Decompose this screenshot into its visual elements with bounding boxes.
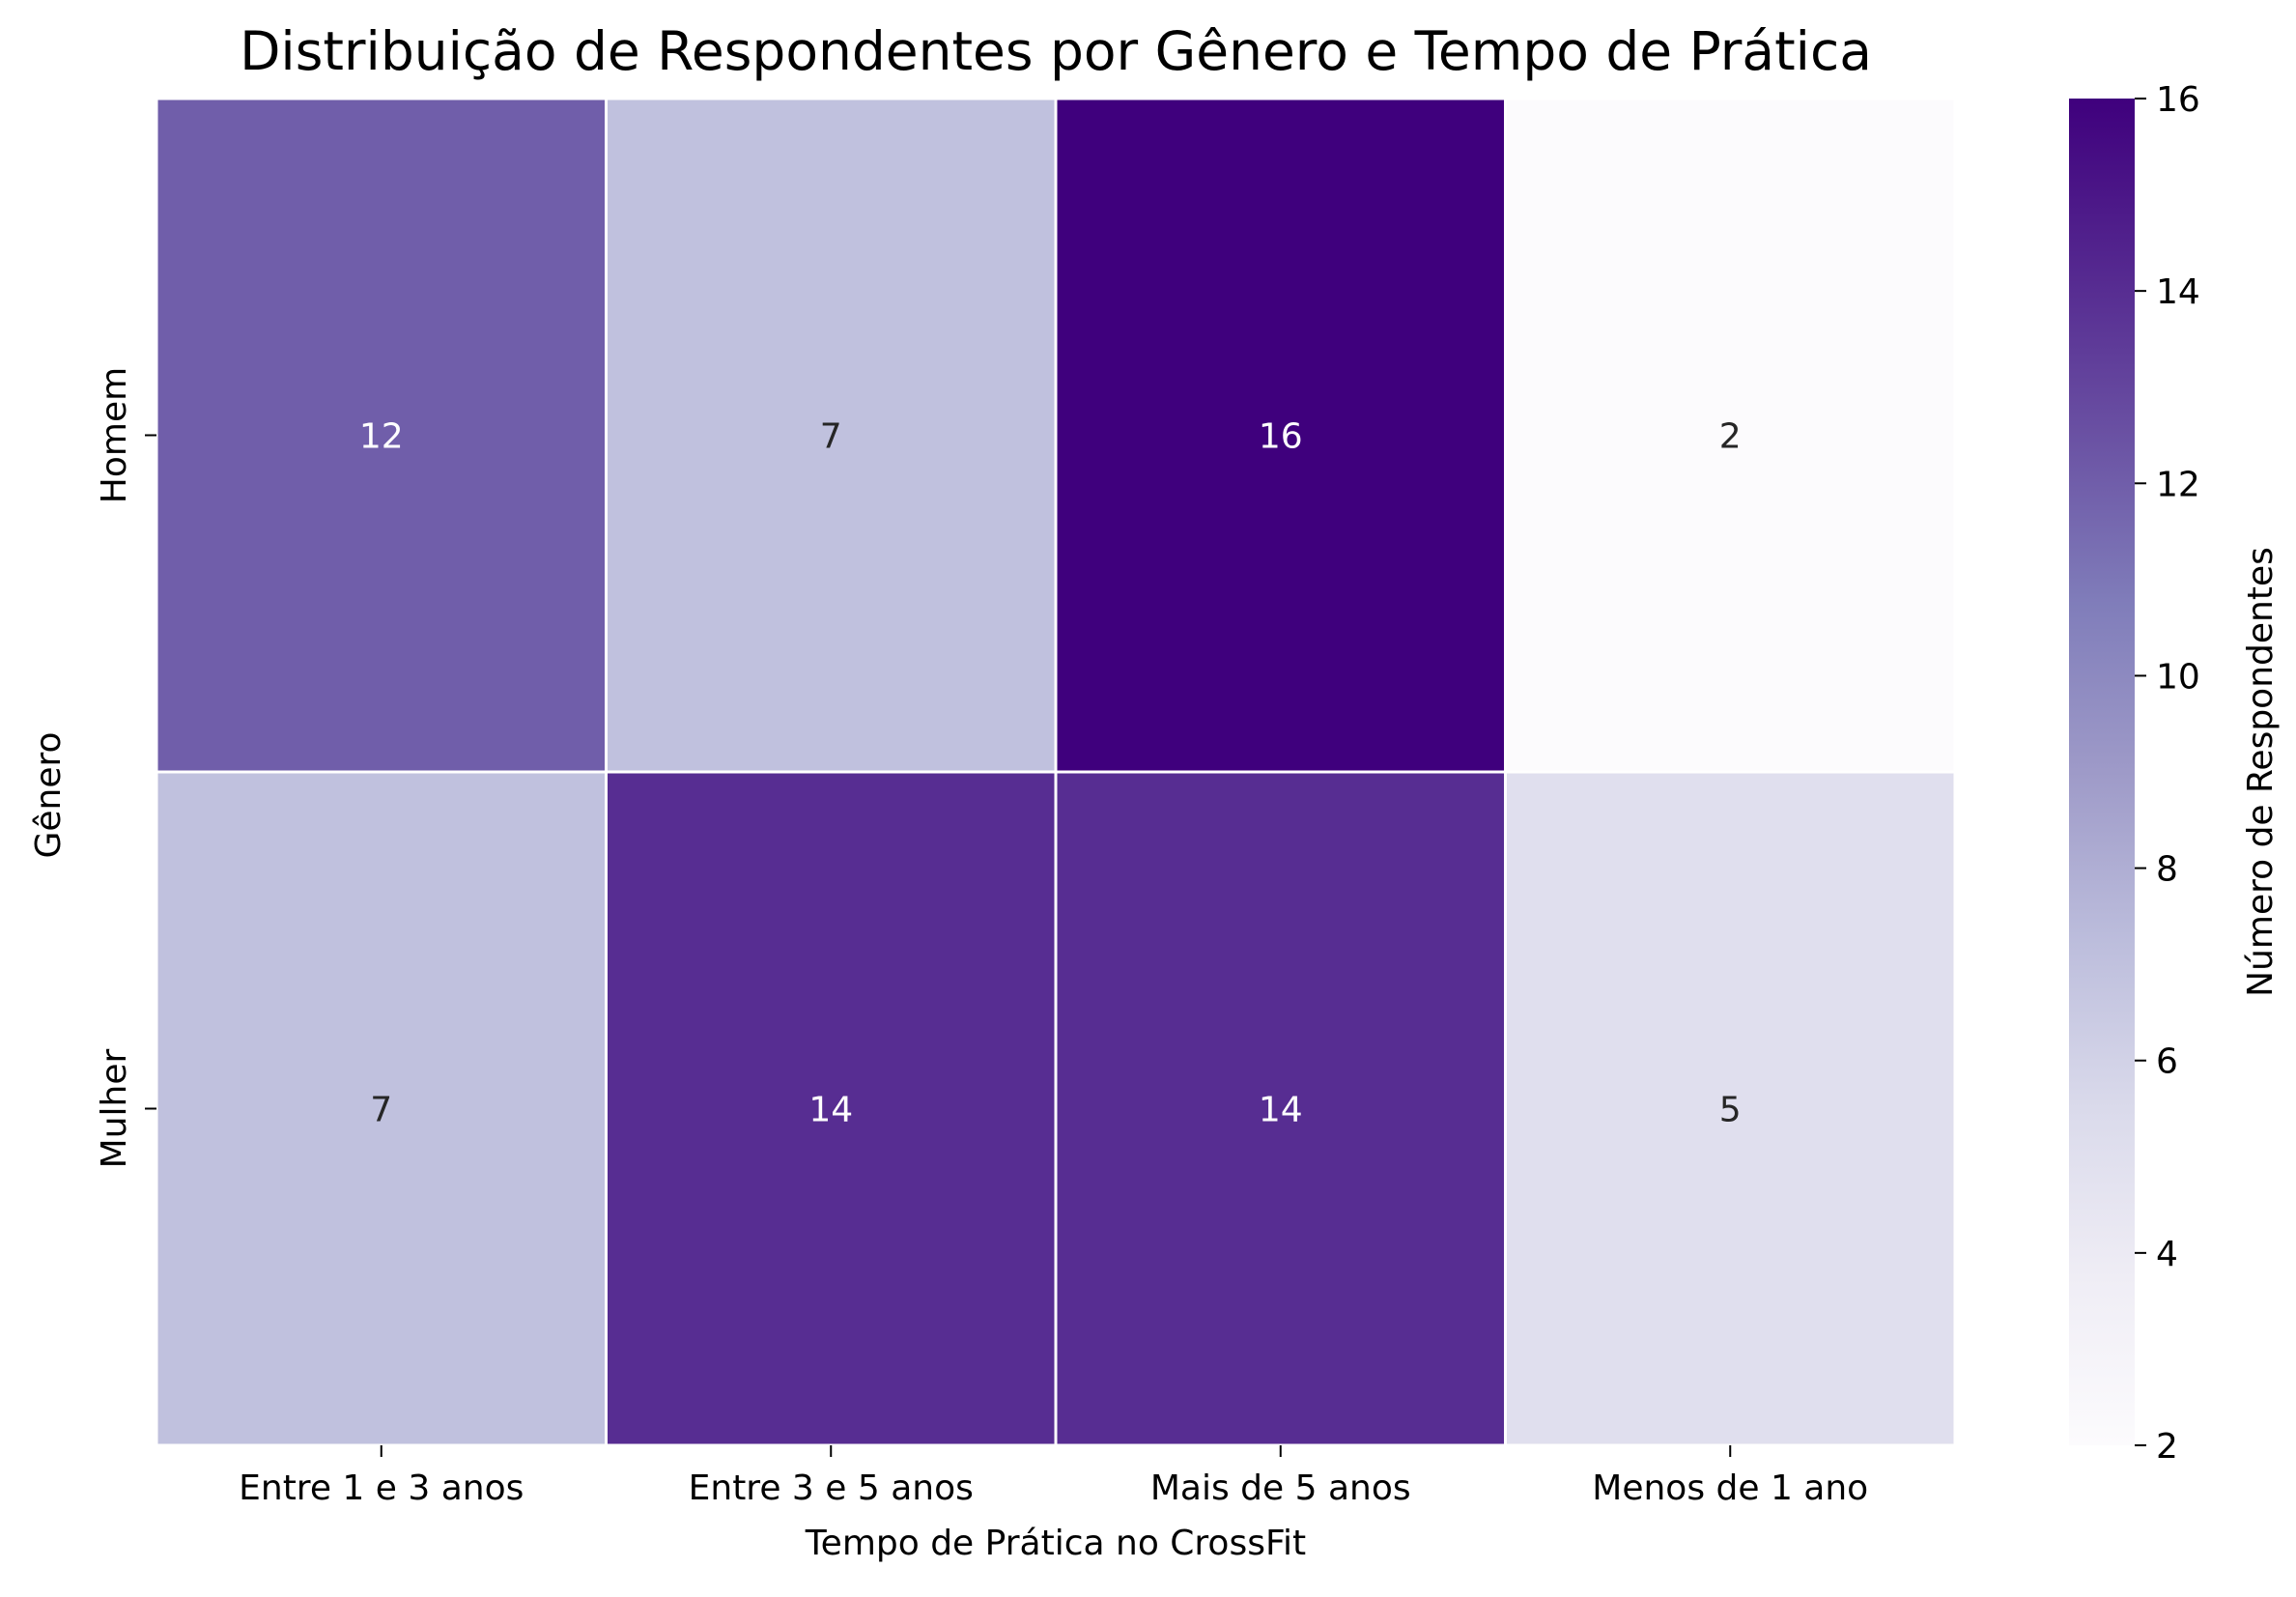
cell-value-label: 14 xyxy=(1259,1091,1303,1130)
cell-value-label: 7 xyxy=(820,417,842,457)
cell-value-label: 5 xyxy=(1719,1091,1742,1130)
cell-value-label: 14 xyxy=(808,1091,853,1130)
colorbar-tick-label: 12 xyxy=(2156,465,2200,504)
x-tick-label: Entre 3 e 5 anos xyxy=(689,1469,974,1508)
cell-value-label: 12 xyxy=(359,417,404,457)
x-axis: Entre 1 e 3 anos Entre 3 e 5 anos Mais de … xyxy=(239,1445,1868,1508)
heatmap-cell xyxy=(1504,770,1957,1447)
heatmap-cell xyxy=(155,770,608,1447)
x-axis-label: Tempo de Prática no CrossFit xyxy=(805,1524,1306,1563)
colorbar-tick-label: 2 xyxy=(2156,1427,2178,1467)
heatmap-cell xyxy=(605,97,1058,774)
y-tick-label: Homem xyxy=(95,367,134,503)
cell-value-label: 2 xyxy=(1719,417,1742,457)
heatmap-cell xyxy=(1054,770,1507,1447)
chart-title: Distribuição de Respondentes por Gênero … xyxy=(240,20,1872,82)
colorbar-tick-label: 14 xyxy=(2156,272,2200,312)
heatmap-cell xyxy=(605,770,1058,1447)
heatmap-cell xyxy=(1054,97,1507,774)
y-axis-label: Gênero xyxy=(29,731,69,858)
heatmap-cells xyxy=(155,97,1957,1447)
colorbar-label: Número de Respondentes xyxy=(2241,547,2281,997)
colorbar-tick-label: 10 xyxy=(2156,657,2200,697)
colorbar-tick-label: 6 xyxy=(2156,1042,2178,1082)
y-tick-label: Mulher xyxy=(95,1048,134,1168)
x-tick-label: Menos de 1 ano xyxy=(1592,1469,1868,1508)
cell-value-label: 16 xyxy=(1259,417,1303,457)
colorbar xyxy=(2069,99,2135,1445)
x-tick-label: Mais de 5 anos xyxy=(1150,1469,1411,1508)
colorbar-ticks: 2 4 6 8 10 12 14 16 xyxy=(2135,80,2200,1467)
colorbar-tick-label: 4 xyxy=(2156,1235,2178,1274)
x-tick-label: Entre 1 e 3 anos xyxy=(239,1469,524,1508)
colorbar-tick-label: 8 xyxy=(2156,850,2178,890)
cell-value-label: 7 xyxy=(370,1091,392,1130)
colorbar-tick-label: 16 xyxy=(2156,80,2200,120)
cell-annotations: 12 7 16 2 7 14 14 5 xyxy=(359,417,1742,1130)
heatmap-cell xyxy=(155,97,608,774)
y-axis: Homem Mulher xyxy=(95,367,156,1168)
heatmap-cell xyxy=(1504,97,1957,774)
